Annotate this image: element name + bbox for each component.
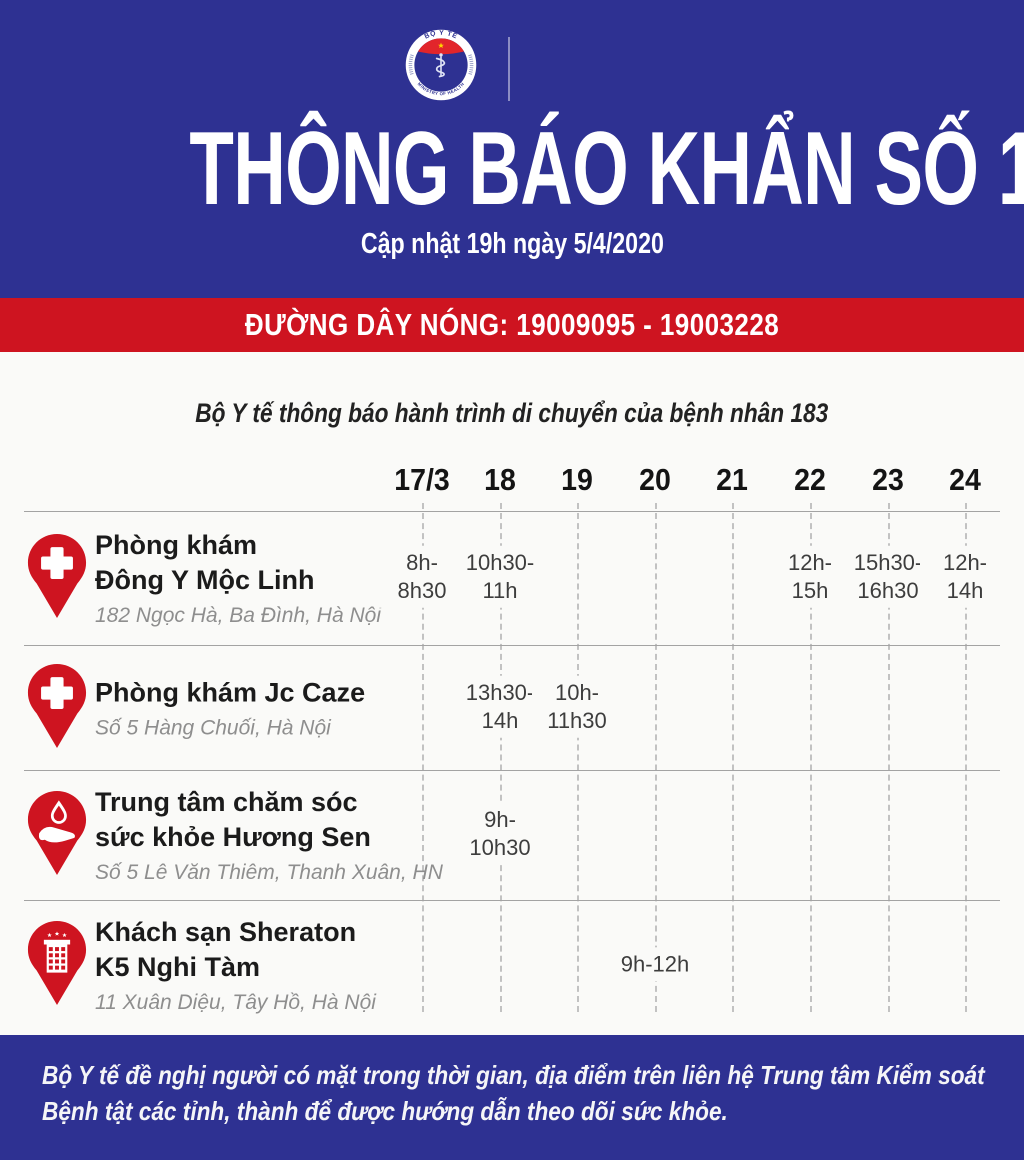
column-header-date: 17/3 bbox=[394, 462, 450, 497]
table-row-jc-caze: Phòng khám Jc Caze Số 5 Hàng Chuối, Hà N… bbox=[0, 645, 1024, 770]
logo-top-text: BỘ Y TẾ bbox=[423, 29, 459, 41]
row-separator bbox=[24, 645, 1000, 646]
column-gridline bbox=[810, 503, 812, 1012]
location-info: Phòng khám Jc Caze Số 5 Hàng Chuối, Hà N… bbox=[95, 675, 365, 740]
page-title: THÔNG BÁO KHẨN SỐ 11 bbox=[0, 116, 1024, 222]
row-separator bbox=[24, 770, 1000, 771]
column-gridline bbox=[965, 503, 967, 1012]
header-banner: BỘ Y TẾ MINISTRY OF HEALTH THÔNG BÁO KHẨ… bbox=[0, 0, 1024, 298]
row-separator bbox=[24, 900, 1000, 901]
location-info: Phòng khám Đông Y Mộc Linh 182 Ngọc Hà, … bbox=[95, 528, 381, 628]
time-cell: 10h30- 11h bbox=[455, 545, 545, 608]
location-name: Phòng khám Đông Y Mộc Linh bbox=[95, 530, 315, 595]
row-separator bbox=[24, 511, 1000, 512]
location-name: Trung tâm chăm sóc sức khỏe Hương Sen bbox=[95, 787, 371, 852]
time-cell: 10h- 11h30 bbox=[532, 675, 622, 738]
ministry-of-health-logo-icon: BỘ Y TẾ MINISTRY OF HEALTH bbox=[405, 29, 477, 101]
table-row-sheraton: Khách sạn Sheraton K5 Nghi Tàm 11 Xuân D… bbox=[0, 900, 1024, 1030]
column-header-date: 19 bbox=[561, 462, 593, 497]
table-row-huong-sen: Trung tâm chăm sóc sức khỏe Hương Sen Số… bbox=[0, 770, 1024, 900]
time-cell: 9h-12h bbox=[610, 947, 700, 982]
table-row-dong-y-moc-linh: Phòng khám Đông Y Mộc Linh 182 Ngọc Hà, … bbox=[0, 511, 1024, 645]
footer-advisory-text: Bộ Y tế đề nghị người có mặt trong thời … bbox=[42, 1060, 985, 1126]
location-address: 182 Ngọc Hà, Ba Đình, Hà Nội bbox=[95, 604, 381, 627]
location-address: Số 5 Lê Văn Thiêm, Thanh Xuân, HN bbox=[95, 861, 443, 884]
location-info: Trung tâm chăm sóc sức khỏe Hương Sen Số… bbox=[95, 785, 443, 885]
column-gridline bbox=[888, 503, 890, 1012]
footer-advisory: Bộ Y tế đề nghị người có mặt trong thời … bbox=[0, 1035, 1024, 1160]
column-header-date: 21 bbox=[716, 462, 748, 497]
column-gridline bbox=[422, 503, 424, 1012]
column-header-date: 20 bbox=[639, 462, 671, 497]
logo-divider bbox=[508, 37, 510, 101]
column-header-date: 18 bbox=[484, 462, 516, 497]
location-address: Số 5 Hàng Chuối, Hà Nội bbox=[95, 716, 331, 739]
column-header-date: 22 bbox=[794, 462, 826, 497]
staff-of-aesculapius-icon bbox=[435, 53, 446, 78]
medical-cross-pin-icon bbox=[27, 662, 87, 750]
page-title-text: THÔNG BÁO KHẨN SỐ 11 bbox=[189, 111, 1024, 227]
time-cell: 8h- 8h30 bbox=[377, 545, 467, 608]
location-address: 11 Xuân Diệu, Tây Hồ, Hà Nội bbox=[95, 991, 376, 1014]
column-gridline bbox=[500, 503, 502, 1012]
medical-cross-pin-icon bbox=[27, 532, 87, 620]
column-gridline bbox=[577, 503, 579, 1012]
time-cell: 9h- 10h30 bbox=[455, 802, 545, 865]
location-name: Khách sạn Sheraton K5 Nghi Tàm bbox=[95, 917, 357, 982]
hotline-text: ĐƯỜNG DÂY NÓNG: 19009095 - 19003228 bbox=[244, 307, 780, 342]
column-header-date: 24 bbox=[949, 462, 981, 497]
hotline-banner: ĐƯỜNG DÂY NÓNG: 19009095 - 19003228 bbox=[0, 298, 1024, 352]
hotel-building-pin-icon bbox=[27, 919, 87, 1007]
column-gridline bbox=[655, 503, 657, 1012]
svg-text:BỘ Y TẾ: BỘ Y TẾ bbox=[423, 29, 459, 41]
time-cell: 15h30- 16h30 bbox=[843, 545, 933, 608]
update-timestamp: Cập nhật 19h ngày 5/4/2020 bbox=[360, 228, 664, 260]
column-header-date: 23 bbox=[872, 462, 904, 497]
location-info: Khách sạn Sheraton K5 Nghi Tàm 11 Xuân D… bbox=[95, 915, 376, 1015]
column-gridline bbox=[732, 503, 734, 1012]
time-cell: 13h30- 14h bbox=[455, 675, 545, 738]
time-cell: 12h- 14h bbox=[920, 545, 1010, 608]
time-cell: 12h- 15h bbox=[765, 545, 855, 608]
subtitle: Bộ Y tế thông báo hành trình di chuyển c… bbox=[195, 398, 829, 428]
location-name: Phòng khám Jc Caze bbox=[95, 677, 366, 707]
care-hand-droplet-pin-icon bbox=[27, 789, 87, 877]
